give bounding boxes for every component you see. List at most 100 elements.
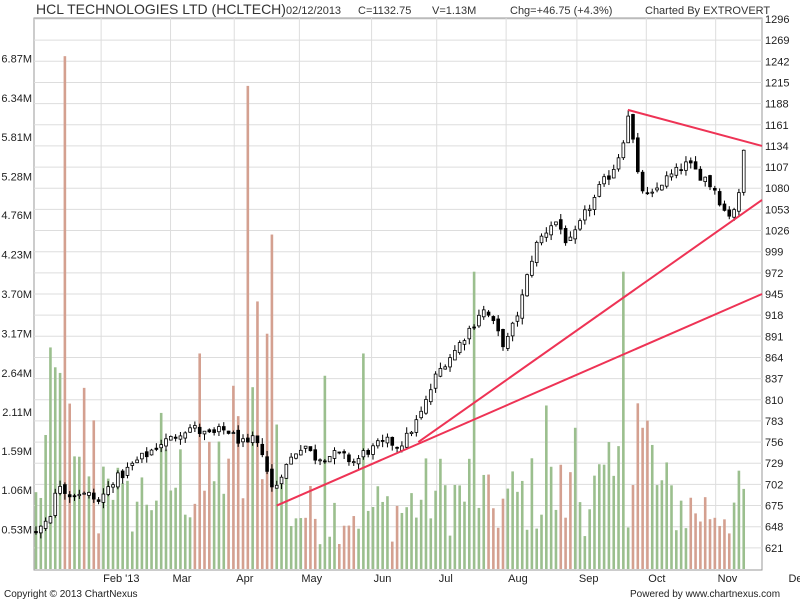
volume-bar	[593, 475, 596, 569]
month-tick-label: Sep	[579, 573, 599, 585]
candle-body	[424, 399, 428, 414]
candle-body	[597, 184, 602, 197]
price-tick-label: 621	[765, 543, 783, 555]
volume-bar	[675, 530, 678, 569]
volume-bar	[362, 353, 365, 569]
candle-body	[568, 236, 573, 241]
candle-body	[318, 459, 322, 462]
candle-body	[496, 318, 500, 332]
volume-bar	[463, 501, 466, 569]
candle-body	[525, 274, 529, 297]
volume-bar	[169, 490, 173, 569]
volume-bar	[641, 427, 644, 569]
volume-bar	[241, 498, 245, 569]
header-change: Chg=+46.75 (+4.3%)	[510, 5, 612, 17]
price-tick-label: 1215	[765, 77, 789, 89]
candle-body	[313, 449, 318, 461]
candle-body	[183, 432, 188, 439]
candle-body	[506, 336, 510, 349]
price-axis-labels: 1296 1269 1242 1215 1188 1161 1134 1107 1080 1053…	[765, 14, 789, 555]
candle-body	[197, 426, 202, 434]
candle-body	[708, 175, 712, 188]
volume-bar	[626, 527, 630, 569]
candle-body	[539, 235, 544, 244]
candle-body	[376, 440, 380, 447]
volume-tick-label: 1.59M	[1, 446, 32, 458]
price-tick-label: 1161	[765, 120, 789, 132]
volume-bar	[68, 403, 72, 569]
volume-bar	[650, 444, 654, 569]
volume-bar	[333, 502, 336, 569]
price-tick-label: 864	[765, 352, 783, 364]
candle-body	[737, 192, 741, 212]
volume-bar	[727, 533, 731, 569]
volume-bar	[443, 485, 447, 569]
candle-body	[530, 260, 534, 276]
volume-bar	[97, 533, 100, 569]
volume-bar	[458, 485, 461, 569]
price-tick-label: 729	[765, 458, 783, 470]
candle-body	[120, 470, 125, 479]
volume-bar	[559, 464, 563, 569]
candle-body	[246, 437, 250, 443]
candle-body	[713, 187, 717, 191]
price-tick-label: 1080	[765, 183, 789, 195]
candle-body	[207, 429, 212, 433]
candle-body	[347, 454, 351, 463]
candle-body	[698, 168, 703, 181]
candle-body	[63, 484, 67, 494]
volume-bar	[718, 525, 721, 569]
candle-body	[48, 516, 53, 524]
volume-bar	[82, 387, 86, 569]
candle-body	[621, 142, 626, 159]
candle-body	[260, 443, 265, 456]
candle-body	[385, 436, 390, 444]
price-tick-label: 675	[765, 501, 783, 513]
volume-bar	[289, 526, 293, 569]
candle-body	[236, 429, 241, 444]
candle-body	[34, 531, 38, 534]
candle-body	[149, 449, 154, 456]
candle-body	[491, 316, 496, 321]
volume-tick-label: 4.23M	[1, 250, 32, 262]
grid	[34, 18, 762, 570]
candle-body	[660, 184, 664, 191]
candle-body	[217, 426, 221, 433]
volume-bar	[73, 456, 76, 569]
volume-bar	[713, 517, 717, 569]
candle-body	[366, 450, 370, 455]
volume-bar	[227, 458, 230, 569]
candle-body	[308, 446, 313, 452]
volume-bar	[448, 535, 452, 569]
volume-bar	[723, 519, 726, 569]
volume-bar	[400, 512, 404, 569]
candle-body	[404, 432, 409, 448]
candle-body	[72, 495, 77, 498]
candle-body	[226, 430, 231, 434]
volume-bar	[323, 375, 327, 569]
volume-bar	[732, 502, 736, 569]
volume-bar	[275, 424, 279, 569]
volume-bar	[703, 497, 707, 569]
volume-bar	[501, 498, 505, 569]
candle-body	[693, 161, 698, 170]
candle-body	[515, 315, 520, 322]
volume-bar	[708, 519, 712, 569]
month-tick-label: Jul	[439, 573, 453, 585]
volume-bar	[222, 493, 226, 569]
volume-bar	[410, 493, 413, 569]
volume-bar	[87, 476, 91, 569]
volume-axis-labels: 6.87M 6.34M 5.81M 5.28M 4.76M 4.23M 3.70M 3.17M…	[1, 53, 32, 536]
price-tick-label: 648	[765, 522, 783, 534]
candle-body	[337, 451, 342, 454]
volume-tick-label: 1.06M	[1, 485, 32, 497]
candle-body	[91, 492, 96, 500]
volume-bar	[511, 471, 514, 569]
volume-bar	[520, 480, 524, 569]
price-tick-label: 1134	[765, 141, 789, 153]
volume-bar	[665, 462, 668, 569]
price-tick-label: 945	[765, 289, 783, 301]
month-tick-label: Apr	[236, 573, 253, 585]
volume-bar	[622, 271, 625, 569]
